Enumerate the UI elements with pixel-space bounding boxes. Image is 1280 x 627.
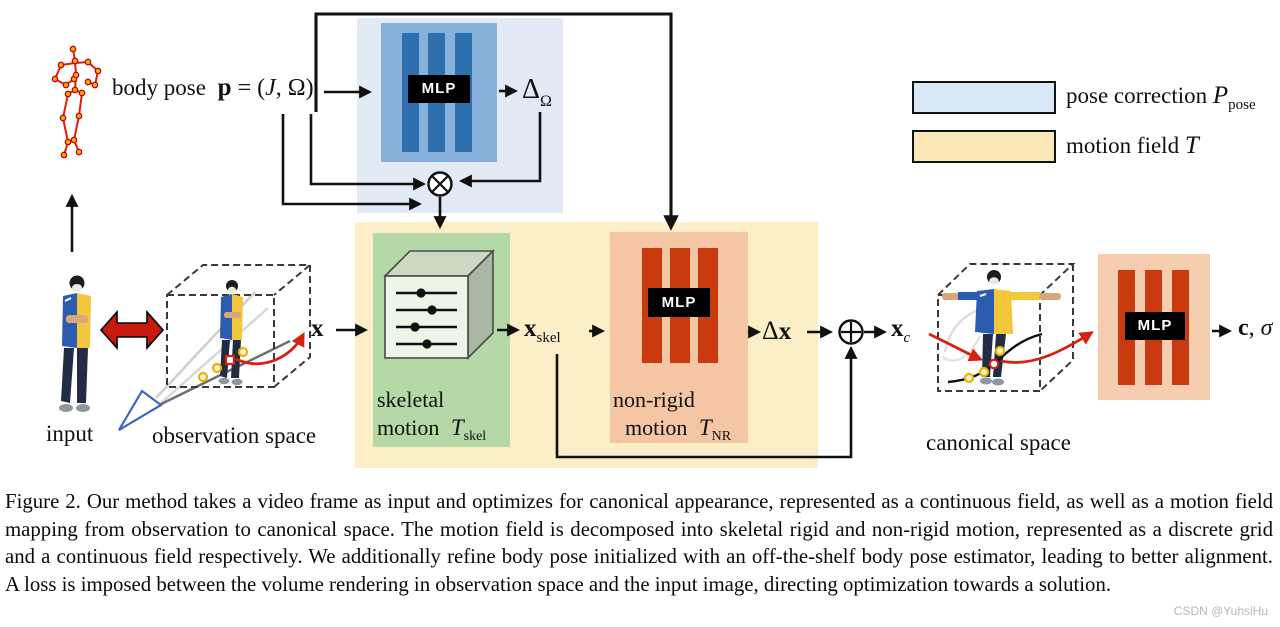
xskel-skip-to-oplus-arrow <box>555 345 858 459</box>
ray-sample-points <box>197 346 249 383</box>
p-symbol: P <box>1212 82 1229 109</box>
nonrigid-motion-label: non-rigid motion TNR <box>613 386 731 451</box>
input-person-image <box>59 275 91 412</box>
delta-symbol: Δ <box>762 316 779 345</box>
nonrigid-mlp-label: MLP <box>648 288 710 317</box>
comma: , <box>1248 315 1261 341</box>
xc-to-sample-arrow <box>928 332 984 362</box>
skel-subscript: skel <box>463 429 487 444</box>
color-symbol: c <box>1238 315 1249 341</box>
observation-person-image <box>218 280 243 386</box>
figure-caption: Figure 2. Our method takes a video frame… <box>5 490 1273 596</box>
legend-pose-correction-swatch <box>912 81 1056 114</box>
pose-subscript: pose <box>1228 97 1256 113</box>
x-symbol: x <box>891 315 904 342</box>
omega-symbol: Ω <box>287 75 306 101</box>
legend-motion-field-swatch <box>912 130 1056 163</box>
label-line1: non-rigid <box>613 387 695 412</box>
t-symbol: T <box>450 415 464 440</box>
skeletal-grid-icon <box>383 249 495 360</box>
canonical-sample-points <box>963 345 1006 384</box>
input-observation-correspondence-arrow <box>99 309 165 351</box>
t-symbol: T <box>1184 132 1199 159</box>
x-skel-label: xskel <box>524 315 561 347</box>
label-line2: motion <box>625 415 693 440</box>
c-subscript: c <box>903 330 911 346</box>
formula-close: ) <box>305 75 314 101</box>
camera-frustum-icon <box>118 389 163 431</box>
sample-to-mlp-arrow <box>1000 331 1094 364</box>
pose-mlp-label: MLP <box>408 75 470 103</box>
pose-to-motion-arrow-lower <box>281 114 423 211</box>
sigma-symbol: σ <box>1260 315 1273 341</box>
x-point-label: x <box>311 315 324 342</box>
canonical-mlp-label: MLP <box>1125 312 1185 340</box>
t-symbol: T <box>698 415 712 440</box>
sample-to-x-arrow <box>235 332 305 365</box>
x-c-label: xc <box>891 315 910 347</box>
x-symbol: x <box>524 315 537 342</box>
x-symbol: x <box>778 318 792 345</box>
pose-to-nonrigid-feedback-arrow <box>314 12 679 231</box>
diagram-drawing-layer <box>51 12 1233 459</box>
observation-space-label: observation space <box>152 423 317 448</box>
canonical-person-image <box>942 270 1061 386</box>
skel-subscript: skel <box>536 330 561 346</box>
observation-cube <box>166 264 313 388</box>
legend-text: motion field <box>1066 133 1185 158</box>
pose-to-otimes-arrow <box>309 114 427 191</box>
body-pose-label: body pose <box>112 75 206 100</box>
label-line2: motion <box>377 415 445 440</box>
canonical-space-label: canonical space <box>926 430 1071 455</box>
skeletal-motion-label: skeletal motion Tskel <box>377 386 486 451</box>
input-label: input <box>46 421 94 446</box>
body-pose-skeleton-icon <box>51 45 102 159</box>
legend-text: pose correction <box>1066 83 1213 108</box>
formula-comma: , <box>275 75 288 101</box>
oplus-icon <box>838 319 864 345</box>
delta-omega-to-otimes-arrow <box>458 112 542 188</box>
body-pose-formula: body pose p = (J, Ω) <box>112 74 314 102</box>
c-sigma-label: c, σ <box>1238 315 1273 342</box>
joints-symbol: J <box>265 75 276 101</box>
otimes-icon <box>427 171 453 197</box>
watermark: CSDN @YuhsiHu <box>1173 604 1268 618</box>
delta-symbol: Δ <box>522 74 541 105</box>
delta-omega-label: ΔΩ <box>522 74 552 111</box>
pose-symbol: p <box>217 74 232 101</box>
formula-eq: = ( <box>231 75 266 101</box>
delta-x-label: Δx <box>762 316 791 346</box>
camera-rays <box>150 291 291 411</box>
legend-pose-correction-label: pose correction Ppose <box>1066 82 1256 114</box>
label-line1: skeletal <box>377 387 445 412</box>
figure-2-diagram: MLP MLP MLP <box>46 12 1273 468</box>
nr-subscript: NR <box>711 429 732 444</box>
omega-subscript: Ω <box>540 93 552 110</box>
legend-motion-field-label: motion field T <box>1066 132 1199 160</box>
